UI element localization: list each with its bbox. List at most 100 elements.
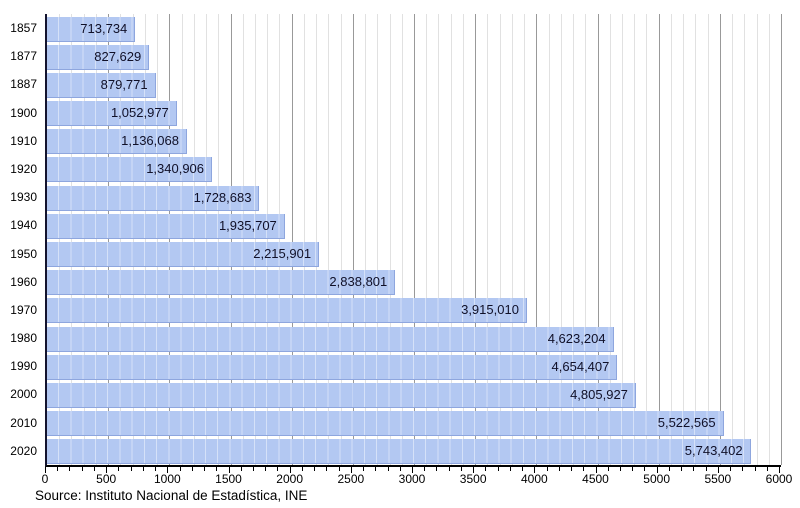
x-tick-major	[473, 467, 475, 473]
gridline-major	[475, 14, 477, 465]
x-tick-minor	[363, 467, 365, 471]
x-tick-label-500: 500	[96, 472, 117, 486]
y-axis-label-1980: 1980	[10, 331, 37, 346]
y-axis-label-2000: 2000	[10, 387, 37, 402]
x-tick-minor	[497, 467, 499, 471]
x-tick-minor	[424, 467, 426, 471]
bar-value-label: 1,340,906	[146, 161, 205, 177]
x-tick-minor	[314, 467, 316, 471]
x-tick-minor	[130, 467, 132, 471]
y-axis-label-1910: 1910	[10, 133, 37, 148]
x-tick-label-1500: 1500	[215, 472, 242, 486]
x-tick-major	[595, 467, 597, 473]
gridline-minor	[206, 14, 208, 465]
x-tick-minor	[558, 467, 560, 471]
x-tick-minor	[252, 467, 254, 471]
gridline-minor	[707, 14, 709, 465]
bar-value-label: 5,743,402	[684, 443, 743, 459]
gridline-minor	[634, 14, 636, 465]
bar-1920: 1,340,906	[47, 157, 213, 183]
x-tick-minor	[436, 467, 438, 471]
gridline-minor	[59, 14, 61, 465]
gridline-minor	[499, 14, 501, 465]
gridline-minor	[328, 14, 330, 465]
bar-1930: 1,728,683	[47, 185, 260, 211]
x-tick-minor	[460, 467, 462, 471]
x-tick-minor	[240, 467, 242, 471]
x-tick-minor	[399, 467, 401, 471]
x-tick-minor	[142, 467, 144, 471]
bar-value-label: 1,728,683	[193, 189, 252, 205]
bar-value-label: 879,771	[100, 76, 148, 92]
gridline-minor	[560, 14, 562, 465]
gridline-minor	[242, 14, 244, 465]
bar-2000: 4,805,927	[47, 382, 636, 408]
bar-value-label: 1,935,707	[218, 217, 277, 233]
y-axis-label-1920: 1920	[10, 161, 37, 176]
x-tick-minor	[448, 467, 450, 471]
x-tick-minor	[277, 467, 279, 471]
y-axis-label-1970: 1970	[10, 302, 37, 317]
gridline-minor	[670, 14, 672, 465]
x-tick-minor	[730, 467, 732, 471]
x-tick-label-2000: 2000	[276, 472, 304, 486]
gridline-minor	[450, 14, 452, 465]
y-axis-label-1857: 1857	[10, 21, 37, 35]
x-tick-minor	[375, 467, 377, 471]
x-tick-label-5000: 5000	[643, 472, 671, 486]
gridline-major	[781, 14, 782, 465]
x-tick-label-6000: 6000	[765, 472, 793, 486]
x-tick-minor	[522, 467, 524, 471]
x-tick-label-3500: 3500	[459, 472, 487, 486]
gridline-major	[169, 14, 171, 465]
gridline-minor	[144, 14, 146, 465]
plot-area: 713,734 827,629 879,771 1,052,977 1,136,068 1…	[45, 14, 782, 467]
gridline-major	[352, 14, 354, 465]
bar-value-label: 5,522,565	[657, 415, 716, 431]
x-tick-minor	[632, 467, 634, 471]
x-tick-minor	[81, 467, 83, 471]
gridline-minor	[303, 14, 305, 465]
source-note: Source: Instituto Nacional de Estadístic…	[35, 488, 308, 503]
gridline-minor	[511, 14, 513, 465]
x-tick-minor	[387, 467, 389, 471]
gridline-minor	[218, 14, 220, 465]
x-tick-label-0: 0	[41, 472, 49, 486]
bar-value-label: 1,052,977	[110, 105, 169, 121]
x-tick-major	[717, 467, 719, 473]
x-tick-minor	[681, 467, 683, 471]
x-tick-minor	[118, 467, 120, 471]
gridline-minor	[95, 14, 97, 465]
x-tick-minor	[265, 467, 267, 471]
gridline-minor	[621, 14, 623, 465]
gridline-minor	[609, 14, 611, 465]
gridline-minor	[732, 14, 734, 465]
gridline-minor	[646, 14, 648, 465]
x-tick-minor	[301, 467, 303, 471]
gridline-minor	[462, 14, 464, 465]
x-tick-major	[534, 467, 536, 473]
gridline-minor	[193, 14, 195, 465]
x-tick-major	[350, 467, 352, 473]
gridline-minor	[316, 14, 318, 465]
x-tick-minor	[93, 467, 95, 471]
bar-value-label: 713,734	[80, 20, 128, 36]
gridline-minor	[389, 14, 391, 465]
bar-2020: 5,743,402	[47, 439, 751, 465]
gridline-minor	[254, 14, 256, 465]
gridline-major	[536, 14, 538, 465]
x-tick-minor	[191, 467, 193, 471]
bar-value-label: 4,654,407	[551, 358, 610, 374]
x-tick-label-3000: 3000	[398, 472, 426, 486]
x-tick-minor	[155, 467, 157, 471]
gridline-minor	[83, 14, 85, 465]
gridline-major	[597, 14, 599, 465]
x-tick-major	[412, 467, 413, 473]
bar-1857: 713,734	[47, 16, 136, 42]
x-tick-label-2500: 2500	[337, 472, 365, 486]
x-tick-major	[779, 467, 780, 473]
bar-1877: 827,629	[47, 44, 150, 70]
gridline-major	[658, 14, 660, 465]
bar-1970: 3,915,010	[47, 298, 527, 324]
x-tick-minor	[204, 467, 206, 471]
